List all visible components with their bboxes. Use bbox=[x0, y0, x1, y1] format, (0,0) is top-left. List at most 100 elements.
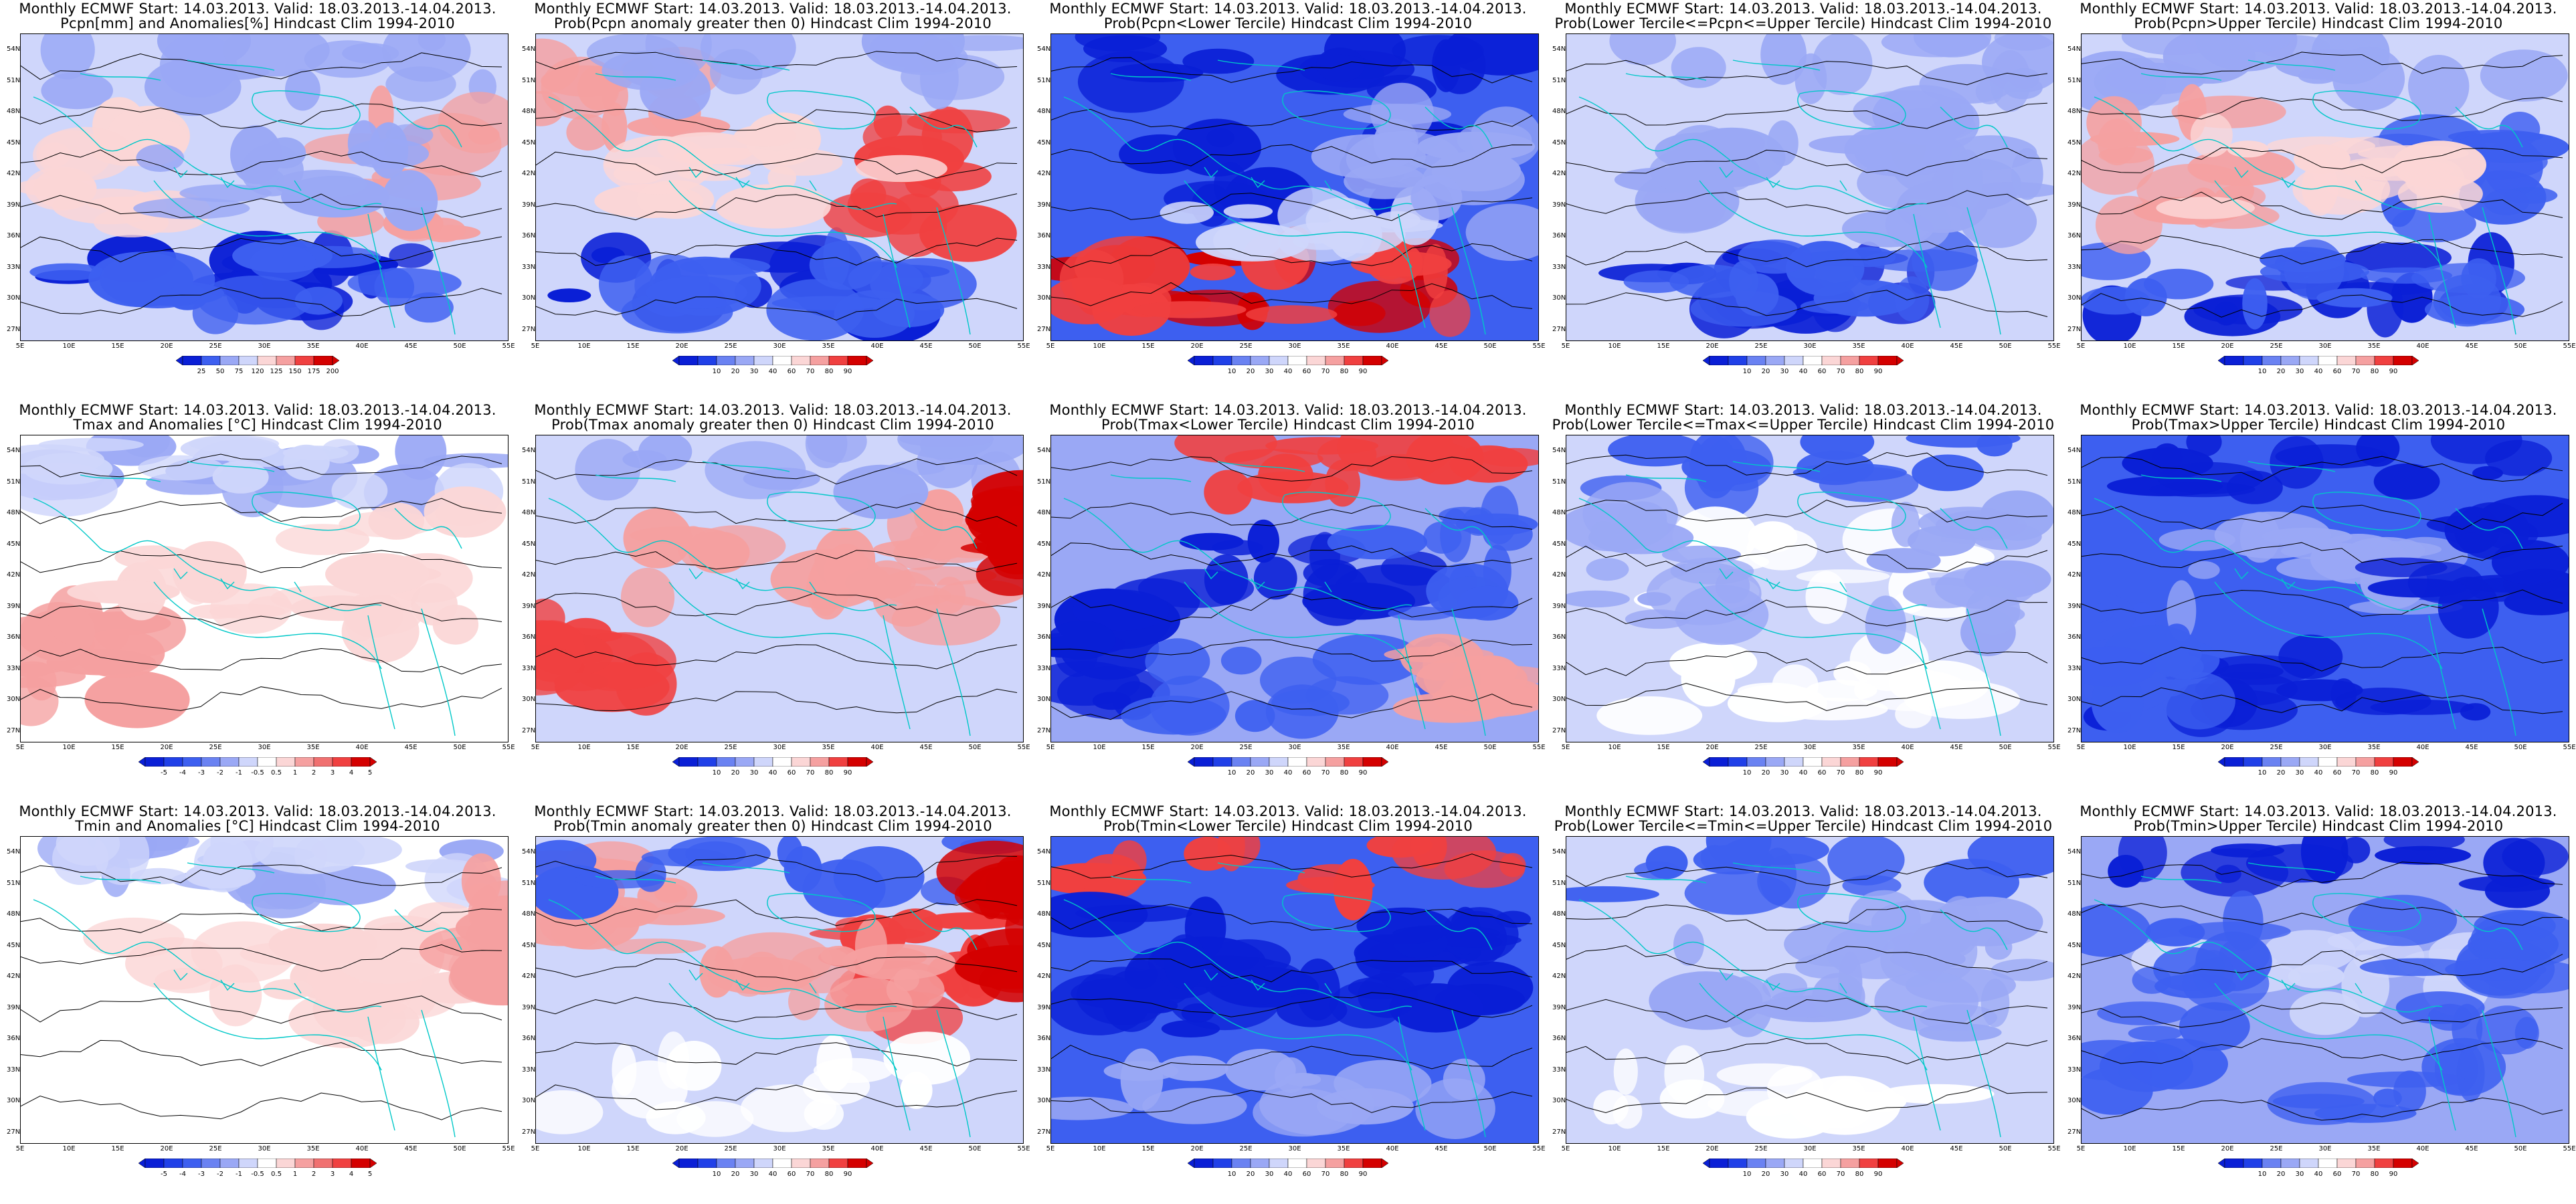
field-patch bbox=[1327, 524, 1428, 560]
contour-line bbox=[2081, 542, 2563, 569]
latitude-label: 36N bbox=[1037, 1035, 1051, 1042]
longitude-label: 35E bbox=[2367, 744, 2381, 751]
field-patch bbox=[624, 907, 725, 926]
contour-line bbox=[20, 995, 502, 1024]
legend-swatch bbox=[791, 1159, 811, 1168]
contour-line bbox=[2081, 687, 2563, 714]
forecast-panel-r0c1: Monthly ECMWF Start: 14.03.2013. Valid: … bbox=[515, 0, 1030, 395]
legend-tick-label: -3 bbox=[198, 769, 205, 777]
latitude-label: 39N bbox=[522, 201, 536, 209]
contour-line bbox=[535, 644, 1018, 670]
field-patch bbox=[2484, 874, 2551, 908]
legend-tick-label: 40 bbox=[2314, 769, 2323, 777]
legend-swatch bbox=[2280, 356, 2300, 365]
legend-swatch bbox=[1765, 757, 1785, 767]
latitude-label: 36N bbox=[1552, 633, 1566, 641]
forecast-panel-r2c1: Monthly ECMWF Start: 14.03.2013. Valid: … bbox=[515, 803, 1030, 1197]
field-patch bbox=[1182, 48, 1255, 74]
field-patch bbox=[620, 567, 675, 627]
field-patch bbox=[26, 663, 57, 701]
map-plot-area bbox=[1566, 836, 2054, 1144]
field-patch bbox=[121, 435, 170, 458]
field-patch bbox=[855, 155, 947, 183]
coastline-path bbox=[252, 492, 361, 531]
legend-tick-label: 70 bbox=[806, 769, 815, 777]
field-patch bbox=[1566, 886, 1659, 902]
contour-line bbox=[1566, 945, 2048, 973]
contour-line bbox=[1050, 144, 1533, 168]
latitude-label: 36N bbox=[1552, 232, 1566, 239]
legend-swatch bbox=[716, 356, 736, 365]
legend-tick-label: 10 bbox=[1742, 368, 1752, 375]
field-patch bbox=[2316, 288, 2393, 308]
legend-tick-label: -4 bbox=[179, 1171, 186, 1178]
field-patch bbox=[209, 964, 262, 1027]
panel-title-line1: Monthly ECMWF Start: 14.03.2013. Valid: … bbox=[534, 402, 1012, 418]
legend-swatch bbox=[1784, 356, 1804, 365]
legend-swatch bbox=[753, 1159, 773, 1168]
field-patch bbox=[263, 979, 314, 1000]
contour-line bbox=[1050, 193, 1533, 221]
field-patch bbox=[1960, 195, 2037, 248]
legend-swatch bbox=[2243, 757, 2263, 767]
field-patch bbox=[275, 524, 370, 555]
latitude-label: 39N bbox=[522, 1003, 536, 1011]
coastline-path bbox=[2140, 60, 2336, 81]
field-patch bbox=[1608, 435, 1704, 467]
coastline-path bbox=[2094, 899, 2443, 1013]
longitude-label: 25E bbox=[209, 744, 222, 751]
contour-lines bbox=[2081, 862, 2563, 1121]
coastline-path bbox=[2214, 581, 2443, 670]
coastline-overlay bbox=[1578, 862, 2008, 1138]
field-patch bbox=[284, 69, 320, 111]
coastline-path bbox=[1282, 893, 1391, 932]
legend-swatch bbox=[1212, 1159, 1232, 1168]
longitude-label: 35E bbox=[1337, 1145, 1350, 1152]
field-patch bbox=[1815, 257, 1856, 289]
legend-swatch bbox=[351, 757, 371, 767]
legend-swatch bbox=[2336, 757, 2357, 767]
coastline-path bbox=[80, 461, 275, 482]
contour-line bbox=[20, 602, 502, 626]
legend-swatch bbox=[257, 356, 277, 365]
field-patch bbox=[1967, 836, 2054, 878]
legend-swatch bbox=[1709, 757, 1729, 767]
contour-line bbox=[535, 688, 1018, 714]
longitude-label: 5E bbox=[2076, 744, 2086, 751]
longitude-label: 20E bbox=[2221, 744, 2234, 751]
field-patch bbox=[2288, 964, 2345, 989]
field-patch bbox=[67, 580, 180, 604]
longitude-label: 35E bbox=[1852, 1145, 1865, 1152]
latitude-label: 36N bbox=[2067, 633, 2082, 641]
legend-swatch bbox=[1840, 356, 1860, 365]
field-patch bbox=[638, 435, 693, 471]
legend-tick-label: 30 bbox=[2295, 1171, 2304, 1178]
coastline-path bbox=[2094, 498, 2443, 611]
latitude-label: 45N bbox=[1552, 138, 1566, 146]
legend-swatch bbox=[1325, 1159, 1345, 1168]
legend-swatch bbox=[2355, 757, 2375, 767]
legend-swatch bbox=[2280, 1159, 2300, 1168]
latitude-label: 27N bbox=[522, 325, 536, 333]
legend-tick-label: 80 bbox=[1855, 769, 1864, 777]
legend-tick-label: 80 bbox=[824, 769, 834, 777]
legend-tick-label: 5 bbox=[367, 1171, 373, 1178]
field-patch bbox=[547, 288, 591, 302]
longitude-label: 40E bbox=[355, 342, 369, 350]
latitude-label: 51N bbox=[1552, 478, 1566, 486]
legend-tick-label: -5 bbox=[161, 769, 167, 777]
coastline-path bbox=[1184, 983, 1412, 1071]
coastline-path bbox=[668, 983, 897, 1071]
field-patch bbox=[2011, 148, 2043, 200]
legend-tick-label: 30 bbox=[749, 1171, 759, 1178]
legend-swatch bbox=[1194, 1159, 1214, 1168]
field-patch bbox=[2154, 974, 2236, 999]
latitude-label: 36N bbox=[522, 633, 536, 641]
field-patch bbox=[2214, 511, 2331, 559]
legend-swatch bbox=[1344, 757, 1364, 767]
field-patch bbox=[1495, 910, 1531, 928]
legend-tick-label: 90 bbox=[1358, 368, 1368, 375]
longitude-label: 50E bbox=[1999, 342, 2012, 350]
field-patch bbox=[2484, 189, 2530, 215]
legend-swatch bbox=[716, 757, 736, 767]
